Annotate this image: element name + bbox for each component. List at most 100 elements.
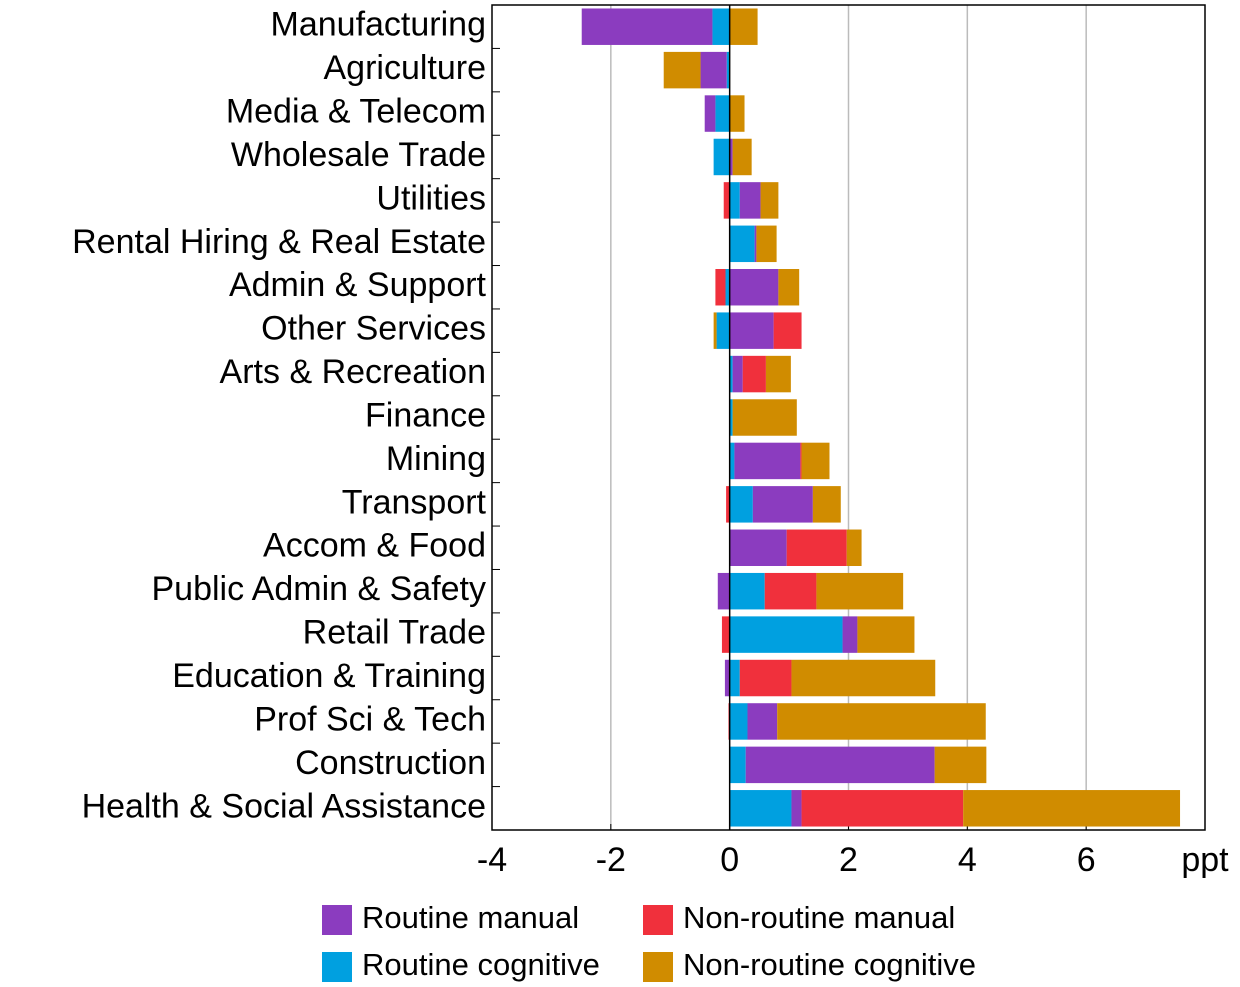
category-label: Accom & Food xyxy=(263,527,486,565)
bar-segment xyxy=(729,572,765,610)
bar-segment xyxy=(732,355,743,393)
bar-segment xyxy=(726,486,730,523)
x-tick-label: 4 xyxy=(958,841,977,879)
bar-segment xyxy=(723,182,730,219)
bar-segment xyxy=(754,225,757,263)
bar-segment xyxy=(800,442,802,480)
bar-segment xyxy=(742,355,766,393)
category-label: Finance xyxy=(365,396,486,434)
legend-label: Non-routine cognitive xyxy=(683,947,976,982)
bar-segment xyxy=(842,616,858,653)
category-label: Other Services xyxy=(261,310,486,348)
category-label: Wholesale Trade xyxy=(231,136,486,174)
legend-swatch xyxy=(322,905,352,935)
legend-label: Non-routine manual xyxy=(683,900,955,935)
bar-segment xyxy=(729,312,774,349)
category-label: Retail Trade xyxy=(303,614,486,652)
plot-frame xyxy=(491,4,1206,831)
bar-segment xyxy=(717,572,730,610)
bar-segment xyxy=(739,659,792,697)
bar-segment xyxy=(729,616,843,653)
bar-segment xyxy=(816,572,904,610)
x-tick-label: ppt xyxy=(1181,841,1229,879)
x-tick-label: 0 xyxy=(720,841,739,879)
bar-segment xyxy=(729,703,748,740)
bar-segment xyxy=(801,442,830,480)
bar-segment xyxy=(801,790,964,827)
bar-segment xyxy=(581,8,713,45)
bar-segment xyxy=(729,225,755,263)
bar-segment xyxy=(765,355,791,393)
category-label: Education & Training xyxy=(172,657,486,695)
bar-segment xyxy=(729,138,733,176)
category-label: Rental Hiring & Real Estate xyxy=(72,223,486,261)
bar-segment xyxy=(729,182,740,219)
legend-label: Routine cognitive xyxy=(362,947,600,982)
bar-segment xyxy=(764,572,817,610)
bar-segment xyxy=(700,51,727,89)
bar-segment xyxy=(756,225,777,263)
bar-segment xyxy=(729,269,779,306)
bar-segment xyxy=(732,399,797,436)
bar-segment xyxy=(724,659,730,697)
bar-segment xyxy=(729,442,735,480)
x-tick-label: 6 xyxy=(1077,841,1096,879)
bar-segment xyxy=(729,529,787,566)
bar-segment xyxy=(791,790,802,827)
x-tick-label: -4 xyxy=(477,841,507,879)
bar-segment xyxy=(812,486,841,523)
bar-segment xyxy=(725,269,730,306)
bar-segment xyxy=(846,529,862,566)
bar-segment xyxy=(729,746,746,784)
bar-segment xyxy=(773,312,802,349)
bar-segment xyxy=(857,616,915,653)
bar-segment xyxy=(729,95,745,132)
category-label: Public Admin & Safety xyxy=(151,570,486,608)
bar-segment xyxy=(713,312,717,349)
bar-segment xyxy=(721,616,730,653)
legend-swatch xyxy=(643,905,673,935)
category-label: Agriculture xyxy=(323,49,486,87)
bar-segment xyxy=(729,486,753,523)
bar-segment xyxy=(729,659,740,697)
category-label: Transport xyxy=(342,483,487,521)
bar-segment xyxy=(716,312,730,349)
legend-swatch xyxy=(643,952,673,982)
legend-label: Routine manual xyxy=(362,900,579,935)
bar-segment xyxy=(745,746,935,784)
category-label: Mining xyxy=(386,440,486,478)
category-label: Admin & Support xyxy=(229,266,487,304)
bar-segment xyxy=(777,703,986,740)
bar-segment xyxy=(663,51,701,89)
bar-segment xyxy=(715,269,726,306)
bar-segment xyxy=(732,138,752,176)
category-label: Media & Telecom xyxy=(226,93,486,131)
category-label: Manufacturing xyxy=(271,6,486,44)
bar-segment xyxy=(734,442,801,480)
bar-segment xyxy=(729,355,733,393)
legend-swatch xyxy=(322,952,352,982)
bar-segment xyxy=(752,486,813,523)
bar-segment xyxy=(963,790,1181,827)
bar-segment xyxy=(713,138,730,176)
bar-segment xyxy=(704,95,716,132)
category-label: Utilities xyxy=(376,179,486,217)
category-label: Health & Social Assistance xyxy=(82,787,486,825)
bar-segment xyxy=(715,95,730,132)
x-tick-label: 2 xyxy=(839,841,858,879)
bar-segment xyxy=(778,269,800,306)
bar-segment xyxy=(729,790,792,827)
bar-segment xyxy=(791,659,936,697)
bar-segment xyxy=(760,182,779,219)
category-label: Arts & Recreation xyxy=(220,353,486,391)
bar-segment xyxy=(739,182,761,219)
bar-segment xyxy=(712,8,730,45)
x-tick-label: -2 xyxy=(596,841,626,879)
bar-segment xyxy=(786,529,847,566)
category-label: Construction xyxy=(295,744,486,782)
bar-segment xyxy=(747,703,778,740)
category-label: Prof Sci & Tech xyxy=(254,700,486,738)
bar-segment xyxy=(934,746,987,784)
bar-segment xyxy=(726,51,730,89)
